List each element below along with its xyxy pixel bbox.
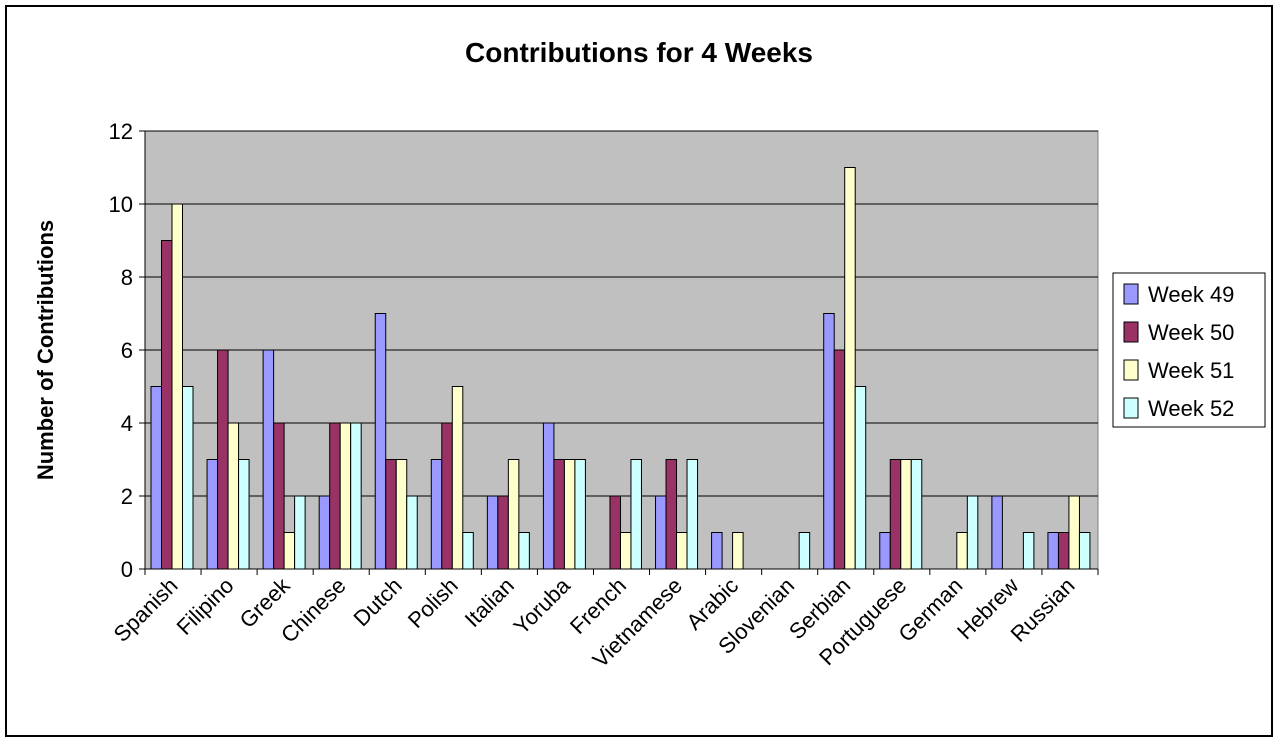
bar-hebrew-week-52 [1022,532,1035,570]
bar-dutch-week-52 [406,495,418,570]
y-axis-label: Number of Contributions [33,220,58,480]
bar-french-week-52 [630,459,642,570]
bar-polish-week-51 [451,386,464,570]
bar-hebrew-week-49 [991,495,1003,570]
bar-russian-week-50 [1057,532,1070,570]
bar-spanish-week-51 [171,203,183,570]
bar-filipino-week-49 [206,459,219,570]
legend-swatch [1123,359,1139,381]
legend-label: Week 49 [1148,282,1234,307]
bar-dutch-week-49 [374,313,387,570]
bar-italian-week-51 [507,459,520,570]
bar-serbian-week-51 [844,167,856,570]
bar-filipino-week-50 [217,349,229,570]
bar-slovenian-week-52 [798,532,811,570]
bar-french-week-51 [619,532,632,570]
bar-greek-week-50 [273,422,285,570]
bar-polish-week-49 [430,459,443,570]
bar-dutch-week-51 [395,459,408,570]
x-category-label: Yoruba [509,572,576,639]
bar-portuguese-week-52 [910,459,923,570]
bar-italian-week-52 [518,532,530,570]
bar-italian-week-50 [497,495,509,570]
bar-polish-week-52 [462,532,474,570]
bar-greek-week-51 [283,532,296,570]
bar-dutch-week-50 [385,459,397,570]
legend-swatch [1123,321,1139,343]
x-category-label: Polish [403,573,463,633]
bar-german-week-52 [966,495,979,570]
bar-spanish-week-52 [182,386,194,570]
y-tick-label: 10 [109,192,133,217]
bar-russian-week-49 [1047,532,1059,570]
bar-polish-week-50 [441,422,453,570]
bar-greek-week-52 [294,495,306,570]
bar-serbian-week-50 [833,349,846,570]
bar-russian-week-51 [1068,495,1080,570]
legend-label: Week 50 [1148,320,1234,345]
legend-label: Week 51 [1148,358,1234,383]
y-tick-label: 6 [121,338,133,363]
chart-title: Contributions for 4 Weeks [465,37,813,68]
bar-serbian-week-52 [854,386,867,570]
legend-label: Week 52 [1148,396,1234,421]
y-tick-labels: 0 2 4 6 8 10 12 [109,119,133,582]
bar-vietnamese-week-49 [655,495,667,570]
x-category-label: Filipino [172,573,239,640]
y-tick-label: 4 [121,411,133,436]
y-tick-label: 0 [121,557,133,582]
bar-french-week-50 [609,495,621,570]
bar-german-week-51 [956,532,968,570]
bar-vietnamese-week-51 [676,532,688,570]
bar-spanish-week-49 [150,386,162,570]
y-tick-label: 8 [121,265,133,290]
bar-filipino-week-51 [227,422,240,570]
axes [139,130,1099,575]
bar-chinese-week-52 [350,422,362,570]
bar-portuguese-week-51 [900,459,912,570]
y-tick-label: 2 [121,484,133,509]
bar-russian-week-52 [1078,532,1091,570]
y-tick-label: 12 [109,119,133,144]
bar-portuguese-week-50 [889,459,902,570]
bar-chinese-week-51 [339,422,352,570]
bar-portuguese-week-49 [879,532,891,570]
bar-vietnamese-week-50 [665,459,678,570]
bar-greek-week-49 [262,349,275,570]
bar-chinese-week-49 [318,495,331,570]
bar-spanish-week-50 [161,240,173,570]
bar-yoruba-week-52 [574,459,586,570]
x-category-label: Spanish [109,573,183,647]
bar-serbian-week-49 [823,313,835,570]
bar-vietnamese-week-52 [686,459,699,570]
x-category-labels: SpanishFilipinoGreekChineseDutchPolishIt… [109,572,1080,672]
legend-swatch [1123,397,1139,419]
bar-filipino-week-52 [238,459,250,570]
bar-chinese-week-50 [329,422,341,570]
bar-arabic-week-49 [711,532,723,570]
bar-italian-week-49 [486,495,499,570]
bar-arabic-week-51 [732,532,744,570]
legend: Week 49 Week 50 Week 51 Week 52 [1112,272,1266,428]
bar-yoruba-week-50 [553,459,565,570]
bar-yoruba-week-51 [563,459,576,570]
bar-yoruba-week-49 [542,422,555,570]
x-category-label: Dutch [348,573,406,631]
legend-swatch [1123,283,1139,305]
